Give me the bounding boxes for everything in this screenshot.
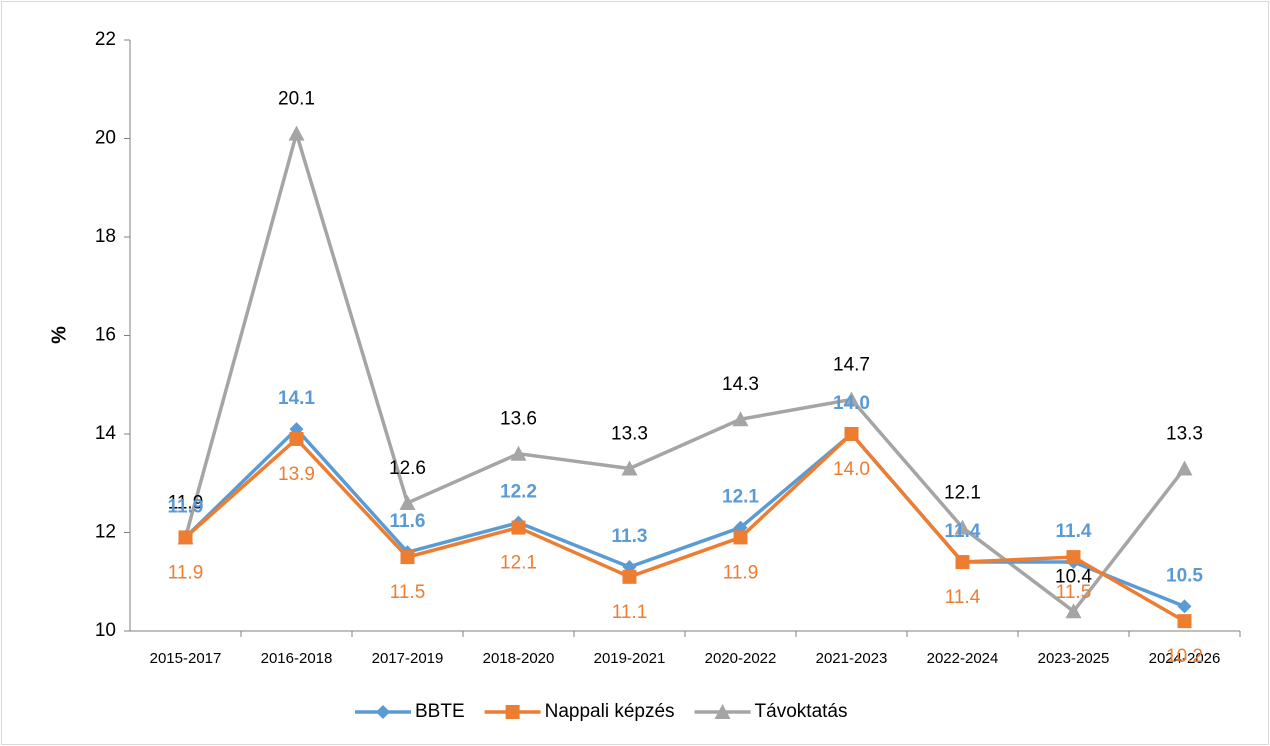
legend-label: BBTE bbox=[415, 701, 465, 722]
point-marker bbox=[1176, 460, 1193, 476]
point-marker bbox=[732, 411, 749, 427]
point-marker bbox=[733, 530, 748, 545]
point-marker bbox=[511, 520, 526, 535]
point-marker bbox=[622, 569, 637, 584]
data-label: 10.5 bbox=[1166, 565, 1203, 586]
data-label: 10.4 bbox=[1055, 566, 1092, 587]
x-tick-label: 2015-2017 bbox=[150, 650, 222, 667]
point-marker bbox=[288, 125, 305, 141]
point-marker bbox=[399, 494, 416, 510]
data-label: 11.4 bbox=[945, 587, 981, 608]
y-tick-label: 16 bbox=[95, 325, 116, 346]
data-label: 11.1 bbox=[612, 602, 648, 623]
data-label: 11.9 bbox=[168, 562, 204, 583]
point-marker bbox=[1177, 599, 1192, 614]
data-label: 14.3 bbox=[722, 374, 759, 395]
point-marker bbox=[621, 460, 638, 476]
y-tick-label: 12 bbox=[95, 522, 116, 543]
x-tick-label: 2022-2024 bbox=[927, 650, 999, 667]
x-tick-label: 2024-2026 bbox=[1149, 650, 1221, 667]
data-label: 11.9 bbox=[723, 562, 759, 583]
x-tick-label: 2019-2021 bbox=[594, 650, 666, 667]
data-label: 12.1 bbox=[944, 483, 981, 504]
x-tick-label: 2023-2025 bbox=[1038, 650, 1110, 667]
x-tick-label: 2018-2020 bbox=[483, 650, 555, 667]
point-marker bbox=[289, 431, 304, 446]
data-label: 11.6 bbox=[390, 511, 426, 532]
point-marker bbox=[178, 530, 193, 545]
y-tick-label: 18 bbox=[95, 226, 116, 247]
data-label: 14.0 bbox=[833, 393, 870, 414]
series-line bbox=[184, 432, 1186, 623]
point-marker bbox=[1066, 550, 1081, 565]
y-tick-label: 22 bbox=[95, 29, 116, 50]
y-tick-label: 10 bbox=[95, 620, 116, 641]
legend-label: Távoktatás bbox=[755, 701, 848, 722]
data-label: 12.2 bbox=[500, 482, 537, 503]
data-label: 12.1 bbox=[722, 487, 759, 508]
data-label: 12.6 bbox=[389, 458, 426, 479]
data-label: 13.3 bbox=[1166, 423, 1203, 444]
point-marker bbox=[844, 427, 859, 441]
data-label: 11.3 bbox=[612, 526, 648, 547]
data-label: 11.4 bbox=[1056, 521, 1092, 542]
data-label: 13.3 bbox=[611, 423, 648, 444]
legend-label: Nappali képzés bbox=[545, 701, 675, 722]
data-label: 13.6 bbox=[500, 409, 537, 430]
point-marker bbox=[510, 445, 527, 461]
series-line bbox=[184, 427, 1186, 609]
data-label: 11.4 bbox=[945, 521, 981, 542]
data-label: 10.2 bbox=[1166, 646, 1203, 667]
y-axis-label: % bbox=[48, 326, 70, 344]
point-marker bbox=[955, 555, 970, 570]
series-line bbox=[183, 131, 1186, 614]
point-marker bbox=[1065, 603, 1082, 619]
data-label: 11.9 bbox=[168, 496, 204, 517]
data-label: 11.5 bbox=[1056, 582, 1092, 603]
data-label: 11.9 bbox=[168, 492, 204, 513]
x-tick-label: 2020-2022 bbox=[705, 650, 777, 667]
point-marker bbox=[843, 391, 860, 407]
point-marker bbox=[1177, 614, 1192, 629]
point-marker bbox=[954, 519, 971, 535]
x-tick-label: 2021-2023 bbox=[816, 650, 888, 667]
x-tick-label: 2016-2018 bbox=[261, 650, 333, 667]
data-label: 11.5 bbox=[390, 582, 426, 603]
x-tick-label: 2017-2019 bbox=[372, 650, 444, 667]
y-tick-label: 20 bbox=[95, 128, 116, 149]
legend-marker bbox=[505, 705, 520, 719]
legend-marker bbox=[714, 704, 731, 719]
data-label: 14.7 bbox=[833, 355, 870, 376]
y-tick-label: 14 bbox=[95, 423, 117, 444]
data-label: 12.1 bbox=[500, 553, 537, 574]
data-label: 13.9 bbox=[278, 464, 315, 485]
point-marker bbox=[400, 550, 415, 565]
data-label: 20.1 bbox=[278, 89, 315, 110]
data-label: 14.0 bbox=[833, 459, 870, 480]
data-label: 14.1 bbox=[278, 388, 315, 409]
legend-marker bbox=[376, 705, 390, 719]
